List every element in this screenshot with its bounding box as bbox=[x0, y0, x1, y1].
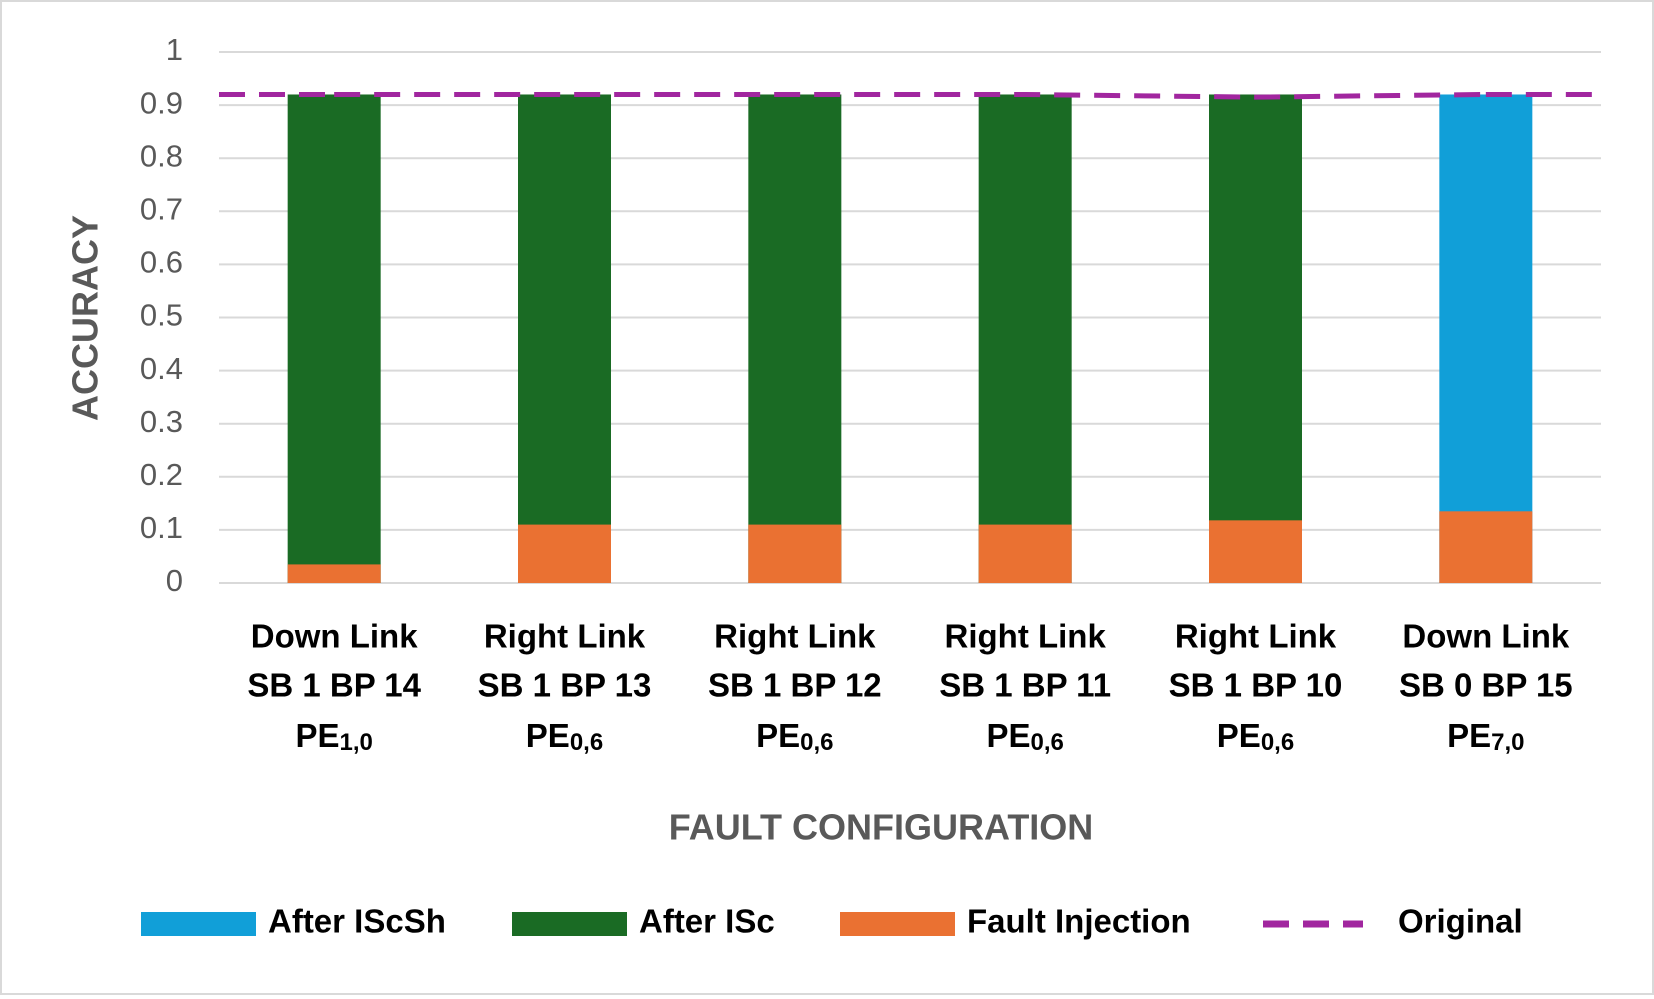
bar bbox=[518, 524, 611, 583]
legend-label: Original bbox=[1398, 903, 1523, 940]
x-tick-label: PE0,6 bbox=[756, 717, 833, 757]
bar bbox=[978, 94, 1072, 583]
legend-label: Fault Injection bbox=[967, 903, 1191, 940]
bar bbox=[1209, 520, 1302, 583]
x-tick-label: SB 1 BP 14 bbox=[247, 667, 421, 704]
x-tick-label: SB 1 BP 11 bbox=[939, 667, 1111, 704]
x-tick-label: PE0,6 bbox=[526, 717, 603, 757]
x-tick-label-subscript: 0,6 bbox=[1030, 729, 1063, 756]
y-tick-label: 0.6 bbox=[140, 245, 183, 280]
y-tick-label: 0.9 bbox=[140, 85, 183, 120]
line bbox=[334, 91, 1486, 100]
y-axis-title: ACCURACY bbox=[65, 215, 106, 421]
bar bbox=[287, 94, 381, 583]
x-tick-label: SB 1 BP 13 bbox=[478, 667, 652, 704]
bar bbox=[1439, 511, 1533, 583]
x-tick-label-main: PE bbox=[1447, 717, 1491, 754]
x-tick-label: PE0,6 bbox=[1217, 717, 1294, 757]
y-tick-label: 0 bbox=[166, 563, 183, 598]
y-tick-label: 0.7 bbox=[140, 191, 183, 226]
x-tick-label: SB 1 BP 12 bbox=[708, 667, 882, 704]
x-tick-label: SB 0 BP 15 bbox=[1399, 667, 1573, 704]
x-tick-label: PE7,0 bbox=[1447, 717, 1524, 757]
x-tick-label-subscript: 0,6 bbox=[1261, 729, 1294, 756]
bar bbox=[287, 564, 381, 583]
y-tick-label: 0.2 bbox=[140, 457, 183, 492]
legend-label: After ISc bbox=[639, 903, 775, 940]
x-tick-label-main: PE bbox=[526, 717, 570, 754]
legend-swatch bbox=[840, 912, 955, 936]
x-tick-label: Down Link bbox=[251, 618, 418, 655]
x-tick-label: Right Link bbox=[714, 618, 876, 655]
bar bbox=[1209, 94, 1302, 583]
x-tick-label-subscript: 7,0 bbox=[1491, 729, 1524, 756]
x-tick-label: Right Link bbox=[945, 618, 1107, 655]
x-tick-label-main: PE bbox=[756, 717, 800, 754]
bar bbox=[518, 94, 611, 583]
y-tick-label: 0.1 bbox=[140, 510, 183, 545]
y-tick-label: 0.8 bbox=[140, 138, 183, 173]
y-tick-label: 0.5 bbox=[140, 298, 183, 333]
y-tick-label: 0.4 bbox=[140, 351, 183, 386]
legend-swatch bbox=[141, 912, 256, 936]
x-tick-label-main: PE bbox=[1217, 717, 1261, 754]
x-tick-label-main: PE bbox=[295, 717, 339, 754]
legend-label: After IScSh bbox=[268, 903, 446, 940]
x-tick-label: Down Link bbox=[1402, 618, 1569, 655]
bar bbox=[978, 524, 1072, 583]
legend-swatch bbox=[512, 912, 627, 936]
y-tick-label: 1 bbox=[166, 32, 183, 67]
x-tick-label-subscript: 0,6 bbox=[570, 729, 603, 756]
x-tick-label-main: PE bbox=[986, 717, 1030, 754]
x-tick-label: PE0,6 bbox=[986, 717, 1063, 757]
bar bbox=[748, 524, 842, 583]
x-axis-title: FAULT CONFIGURATION bbox=[669, 807, 1094, 848]
bar bbox=[748, 94, 842, 583]
x-tick-label-subscript: 1,0 bbox=[339, 729, 372, 756]
y-tick-label: 0.3 bbox=[140, 404, 183, 439]
x-tick-label: Right Link bbox=[1175, 618, 1337, 655]
x-tick-label: PE1,0 bbox=[295, 717, 372, 757]
bar bbox=[1439, 94, 1533, 583]
x-tick-label: SB 1 BP 10 bbox=[1169, 667, 1343, 704]
x-tick-label-subscript: 0,6 bbox=[800, 729, 833, 756]
x-tick-label: Right Link bbox=[484, 618, 646, 655]
